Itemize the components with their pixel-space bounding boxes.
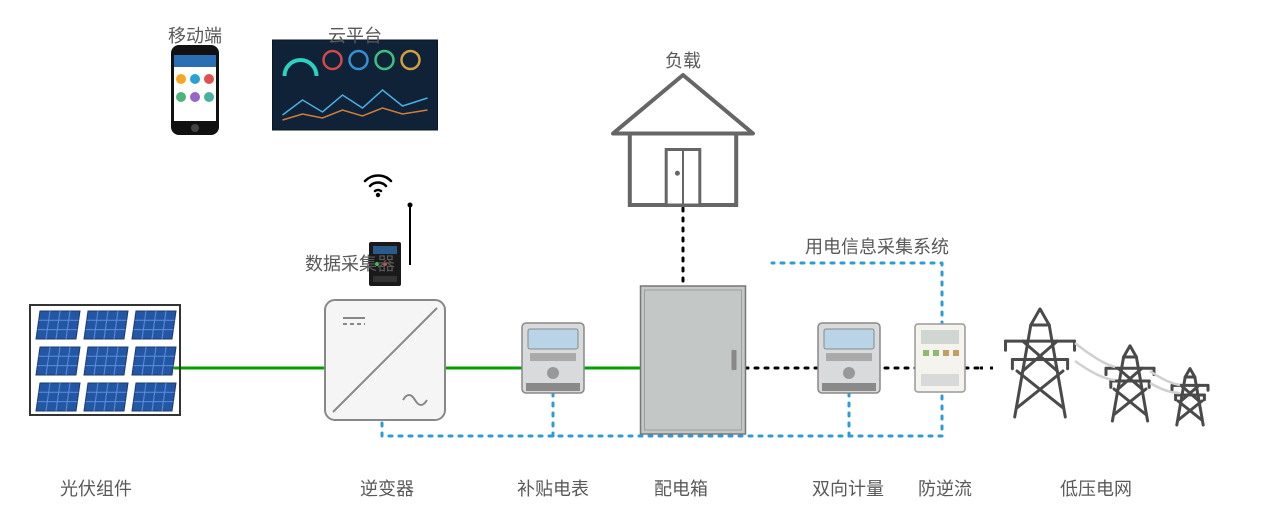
subsidy-meter-icon [522, 323, 584, 393]
distribution-box-icon [641, 286, 746, 434]
anti_backflow-label: 防逆流 [918, 475, 972, 501]
anti-backflow-icon [915, 324, 965, 392]
wifi-icon [365, 175, 391, 197]
collector-label: 数据采集器 [305, 250, 395, 276]
mobile-icon [171, 45, 219, 135]
bidirectional-meter-icon [818, 323, 880, 393]
power-grid-icon [1006, 309, 1209, 425]
subsidy_meter-label: 补贴电表 [517, 475, 589, 501]
pv-panel-icon [30, 305, 180, 415]
connection-line [382, 393, 942, 436]
connection-line [772, 263, 942, 325]
grid-label: 低压电网 [1060, 475, 1132, 501]
cloud-dashboard-icon [273, 40, 438, 130]
load-label: 负载 [665, 47, 701, 73]
inverter-icon [325, 300, 445, 420]
pv-label: 光伏组件 [60, 475, 132, 501]
mobile-label: 移动端 [168, 22, 222, 48]
house-icon [613, 75, 753, 205]
dist_box-label: 配电箱 [654, 475, 708, 501]
bidir_meter-label: 双向计量 [812, 475, 884, 501]
cloud-label: 云平台 [328, 22, 382, 48]
inverter-label: 逆变器 [360, 475, 414, 501]
acquisition-label: 用电信息采集系统 [805, 233, 949, 259]
